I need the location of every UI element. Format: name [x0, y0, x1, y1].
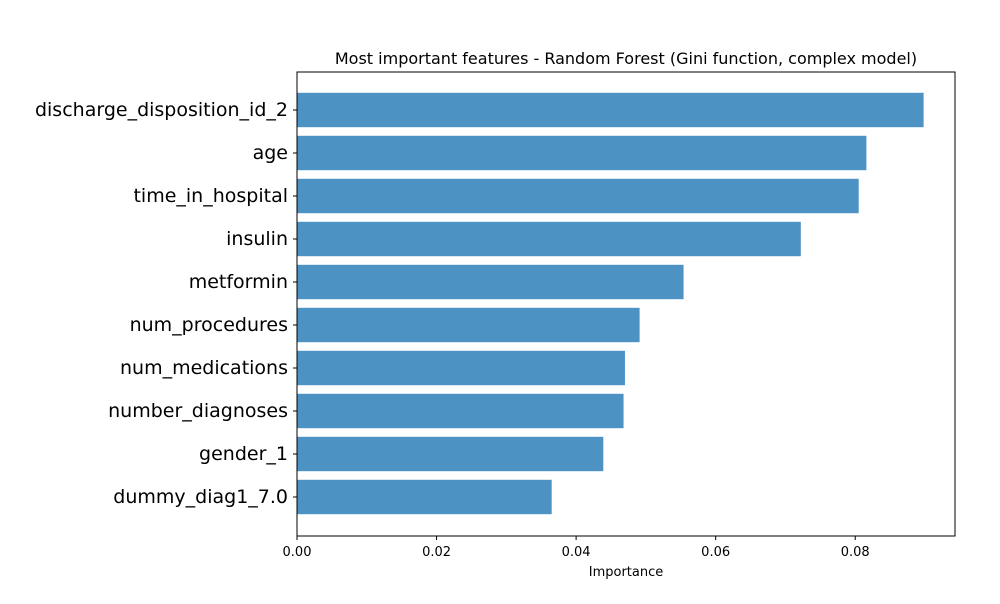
- plot-area-frame: [296, 71, 956, 537]
- bar-1: [297, 135, 867, 171]
- bar-9: [297, 479, 552, 515]
- x-tick-label-4: 0.08: [841, 545, 870, 560]
- bar-4: [297, 264, 684, 300]
- x-axis-ticks: 0.00 0.02 0.04 0.06 0.08: [283, 536, 870, 560]
- y-tick-label-9: dummy_diag1_7.0: [113, 486, 288, 508]
- y-tick-label-1: age: [253, 142, 288, 164]
- y-tick-label-3: insulin: [226, 228, 288, 250]
- bar-6: [297, 350, 625, 386]
- y-tick-label-7: number_diagnoses: [108, 400, 288, 422]
- y-tick-label-0: discharge_disposition_id_2: [35, 99, 288, 121]
- x-axis-label: Importance: [589, 565, 664, 580]
- y-tick-label-6: num_medications: [120, 357, 288, 379]
- x-tick-label-2: 0.04: [562, 545, 591, 560]
- bar-5: [297, 307, 640, 343]
- chart-title: Most important features - Random Forest …: [335, 49, 917, 68]
- y-tick-label-5: num_procedures: [130, 314, 288, 336]
- y-tick-label-8: gender_1: [199, 443, 288, 465]
- bars-layer: [297, 92, 924, 515]
- y-tick-label-4: metformin: [189, 271, 288, 293]
- y-tick-label-2: time_in_hospital: [133, 185, 288, 207]
- bar-3: [297, 221, 801, 257]
- x-tick-label-0: 0.00: [283, 545, 312, 560]
- bar-0: [297, 92, 924, 128]
- bar-7: [297, 393, 624, 429]
- x-tick-label-3: 0.06: [701, 545, 730, 560]
- bar-8: [297, 436, 604, 472]
- x-tick-label-1: 0.02: [422, 545, 451, 560]
- bar-2: [297, 178, 859, 214]
